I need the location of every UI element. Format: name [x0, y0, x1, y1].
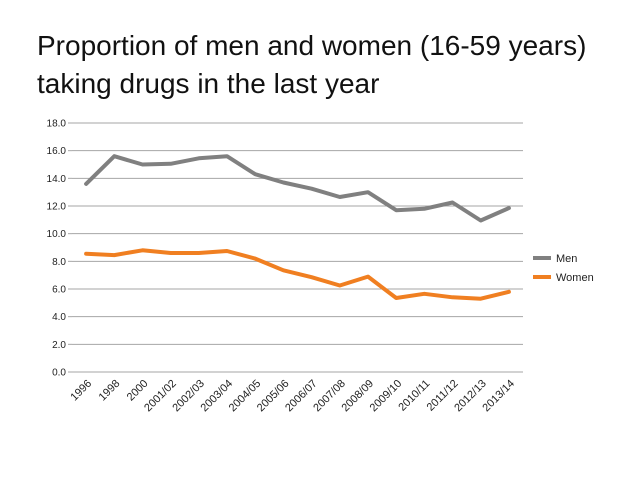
x-tick-label: 2013/14: [480, 378, 517, 415]
y-tick-label: 12.0: [47, 202, 67, 213]
y-tick-label: 4.0: [52, 312, 66, 323]
y-tick-label: 0.0: [52, 368, 66, 379]
chart-title: Proportion of men and women (16-59 years…: [37, 30, 587, 99]
series-line-men: [84, 154, 511, 223]
y-tick-label: 8.0: [52, 257, 66, 268]
legend-label-women: Women: [556, 272, 594, 284]
y-tick-label: 6.0: [52, 285, 66, 296]
y-tick-label: 18.0: [47, 119, 67, 130]
x-tick-label: 1998: [97, 378, 123, 404]
x-tick-label: 2000: [125, 378, 151, 404]
x-tick-label: 1996: [68, 378, 94, 404]
legend-label-men: Men: [556, 253, 577, 265]
y-tick-label: 2.0: [52, 340, 66, 351]
y-tick-label: 10.0: [47, 229, 67, 240]
y-tick-label: 14.0: [47, 174, 67, 185]
series-line-women: [84, 248, 511, 301]
y-tick-label: 16.0: [47, 146, 67, 157]
